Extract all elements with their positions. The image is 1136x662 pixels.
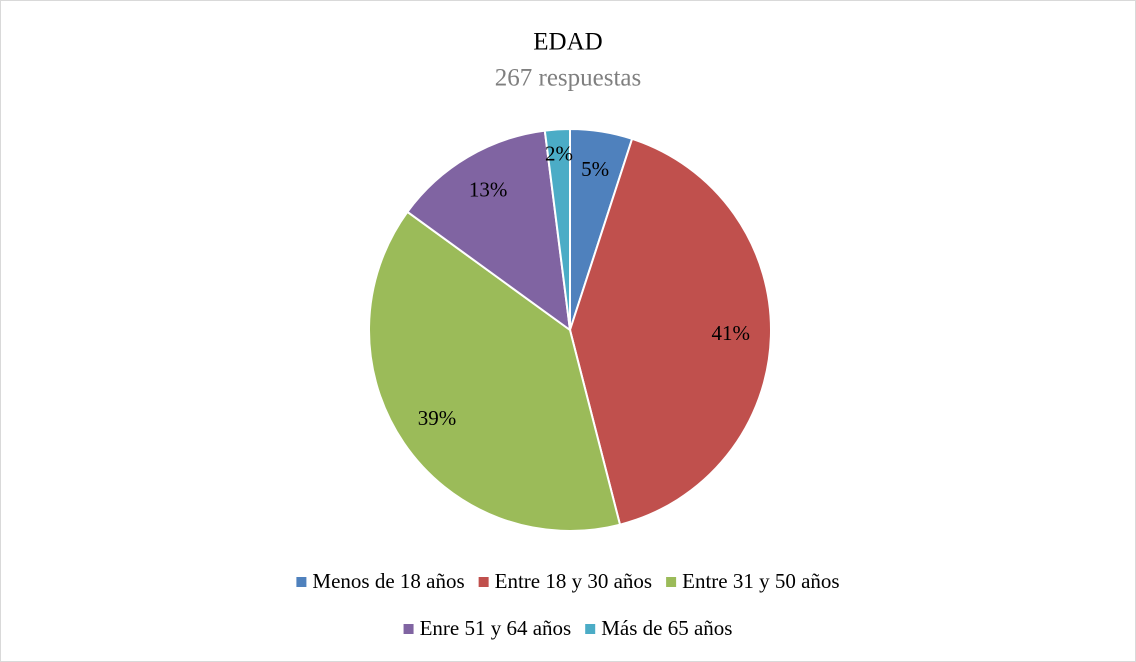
pie-slice	[543, 127, 571, 331]
chart-title: EDAD	[533, 29, 602, 56]
legend-label: Entre 31 y 50 años	[682, 569, 839, 593]
legend-item: Menos de 18 años	[296, 569, 465, 593]
legend-swatch	[666, 577, 677, 587]
legend-label: Más de 65 años	[601, 616, 732, 640]
pie-slice	[368, 210, 622, 532]
data-label: 39%	[418, 406, 457, 430]
legend-item: Más de 65 años	[585, 616, 732, 640]
data-label: 2%	[545, 141, 573, 165]
legend-label: Entre 18 y 30 años	[495, 569, 652, 593]
legend-label: Menos de 18 años	[312, 569, 464, 593]
data-label: 13%	[469, 177, 508, 201]
data-label: 41%	[711, 321, 750, 345]
legend-item: Entre 18 y 30 años	[478, 569, 652, 593]
legend-swatch	[403, 624, 414, 634]
data-label: 5%	[581, 157, 609, 181]
pie-slice	[568, 137, 772, 526]
legend-label: Enre 51 y 64 años	[420, 616, 572, 640]
legend-swatch	[296, 577, 307, 587]
legend-swatch	[585, 624, 596, 634]
legend-swatch	[478, 577, 489, 587]
pie-slice	[405, 129, 572, 333]
legend-item: Entre 31 y 50 años	[666, 569, 840, 593]
chart-subtitle: 267 respuestas	[495, 65, 642, 92]
legend-item: Enre 51 y 64 años	[403, 616, 572, 640]
